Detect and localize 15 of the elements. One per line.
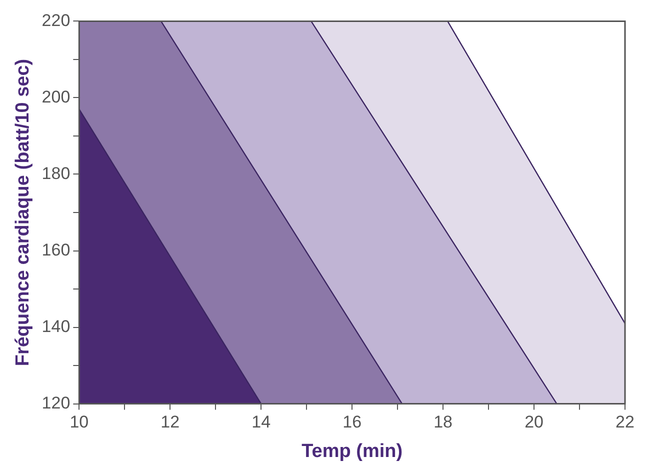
x-tick-label: 14 [252,412,271,432]
x-tick-label: 12 [160,412,180,432]
x-axis-title: Temp (min) [302,440,403,462]
x-tick-label: 16 [342,412,362,432]
y-tick-label: 180 [42,164,70,183]
y-tick-label: 200 [42,87,70,106]
y-tick-label: 140 [42,316,70,336]
y-tick-label: 220 [42,10,70,30]
x-tick-label: 22 [616,412,634,432]
y-tick-label: 160 [42,240,70,260]
y-tick-label: 120 [42,393,70,412]
x-tick-label: 18 [434,412,453,432]
x-tick-label: 10 [70,412,89,432]
x-tick-label: 20 [524,412,544,432]
y-axis-title: Fréquence cardiaque (batt/10 sec) [12,58,34,366]
